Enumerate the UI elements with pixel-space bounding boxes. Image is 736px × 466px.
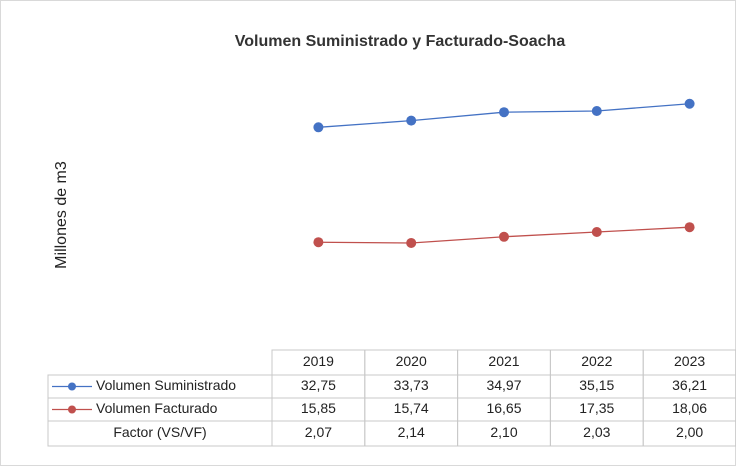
- table-value: 16,65: [486, 400, 521, 416]
- table-value: 35,15: [579, 377, 614, 393]
- table-value: 2,00: [676, 424, 703, 440]
- chart-title: Volumen Suministrado y Facturado-Soacha: [235, 33, 566, 50]
- table-value: 34,97: [486, 377, 521, 393]
- table-value: 2,10: [490, 424, 517, 440]
- data-point: [406, 115, 417, 126]
- table-value: 36,21: [672, 377, 707, 393]
- legend-marker: [68, 405, 76, 414]
- legend-label: Volumen Suministrado: [96, 377, 236, 393]
- x-tick-label: 2020: [396, 353, 427, 369]
- table-value: 18,06: [672, 400, 707, 416]
- table-value: 33,73: [394, 377, 429, 393]
- table-value: 2,07: [305, 424, 332, 440]
- x-tick-label: 2021: [488, 353, 519, 369]
- table-value: 2,14: [398, 424, 425, 440]
- data-point: [499, 231, 509, 242]
- x-tick-label: 2022: [581, 353, 612, 369]
- legend-label: Volumen Facturado: [96, 400, 218, 416]
- data-point: [499, 107, 509, 118]
- table-value: 15,74: [394, 400, 429, 416]
- data-point: [591, 105, 602, 116]
- data-point: [684, 98, 695, 109]
- x-tick-label: 2019: [303, 353, 334, 369]
- data-point: [591, 227, 602, 238]
- data-point: [406, 237, 417, 248]
- legend-marker: [68, 382, 76, 391]
- data-point: [313, 122, 324, 133]
- table-value: 17,35: [579, 400, 614, 416]
- x-tick-label: 2023: [674, 353, 705, 369]
- y-axis-label: Millones de m3: [53, 161, 70, 269]
- data-point: [684, 222, 695, 233]
- table-value: 32,75: [301, 377, 336, 393]
- row-label: Factor (VS/VF): [113, 424, 206, 440]
- table-value: 15,85: [301, 400, 336, 416]
- table-cell: [642, 420, 736, 447]
- data-point: [313, 237, 324, 248]
- table-value: 2,03: [583, 424, 610, 440]
- table-cell: [47, 420, 273, 447]
